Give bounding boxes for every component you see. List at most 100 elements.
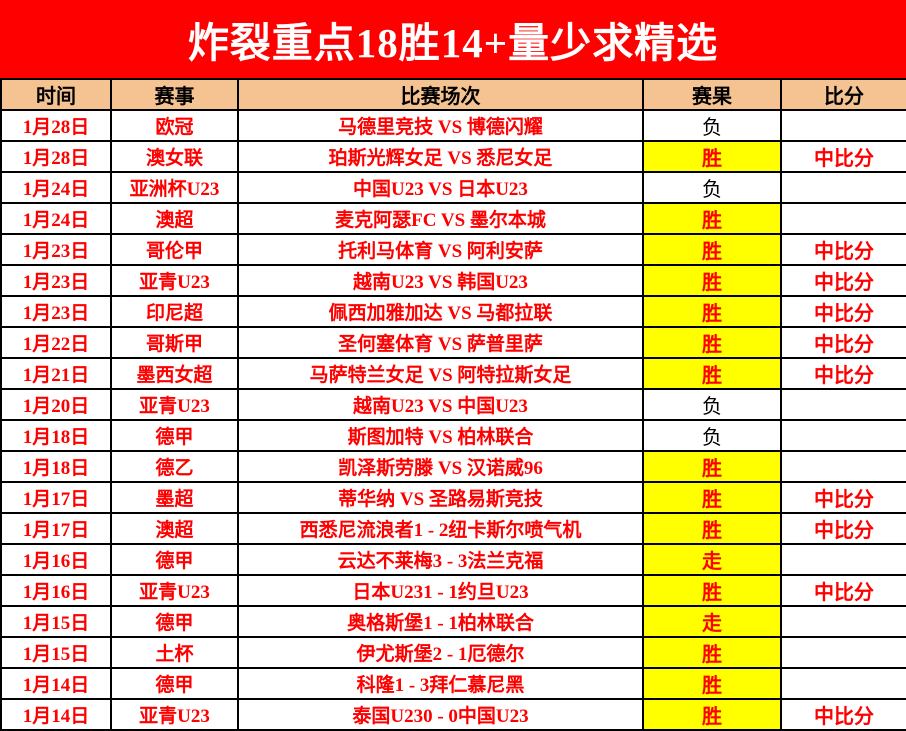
match-cell: 托利马体育 VS 阿利安萨 <box>237 233 644 266</box>
score-cell <box>780 636 906 669</box>
date-cell: 1月23日 <box>0 233 112 266</box>
score-cell: 中比分 <box>780 233 906 266</box>
league-cell: 哥斯甲 <box>110 326 239 359</box>
score-cell <box>780 202 906 235</box>
table-body: 1月28日 欧冠 马德里竞技 VS 博德闪耀 负 1月28日 澳女联 珀斯光辉女… <box>0 109 906 731</box>
col-header-league: 赛事 <box>110 78 239 111</box>
match-cell: 奥格斯堡1 - 1柏林联合 <box>237 605 644 638</box>
league-cell: 德乙 <box>110 450 239 483</box>
table-row: 1月14日 亚青U23 泰国U230 - 0中国U23 胜 中比分 <box>0 698 906 731</box>
table-row: 1月24日 澳超 麦克阿瑟FC VS 墨尔本城 胜 <box>0 202 906 235</box>
col-header-match: 比赛场次 <box>237 78 644 111</box>
result-cell: 胜 <box>642 140 782 173</box>
table-row: 1月23日 哥伦甲 托利马体育 VS 阿利安萨 胜 中比分 <box>0 233 906 266</box>
date-cell: 1月16日 <box>0 543 112 576</box>
table-row: 1月15日 土杯 伊尤斯堡2 - 1厄德尔 胜 <box>0 636 906 669</box>
result-cell: 负 <box>642 419 782 452</box>
result-cell: 胜 <box>642 295 782 328</box>
match-cell: 伊尤斯堡2 - 1厄德尔 <box>237 636 644 669</box>
results-table: 时间 赛事 比赛场次 赛果 比分 1月28日 欧冠 马德里竞技 VS 博德闪耀 … <box>0 78 906 731</box>
score-cell <box>780 419 906 452</box>
date-cell: 1月14日 <box>0 667 112 700</box>
league-cell: 亚青U23 <box>110 388 239 421</box>
page-title: 炸裂重点18胜14+量少求精选 <box>187 20 719 66</box>
league-cell: 澳超 <box>110 202 239 235</box>
league-cell: 亚洲杯U23 <box>110 171 239 204</box>
table-row: 1月28日 澳女联 珀斯光辉女足 VS 悉尼女足 胜 中比分 <box>0 140 906 173</box>
date-cell: 1月18日 <box>0 450 112 483</box>
score-cell: 中比分 <box>780 295 906 328</box>
league-cell: 印尼超 <box>110 295 239 328</box>
league-cell: 墨超 <box>110 481 239 514</box>
league-cell: 德甲 <box>110 605 239 638</box>
table-row: 1月17日 墨超 蒂华纳 VS 圣路易斯竞技 胜 中比分 <box>0 481 906 514</box>
result-cell: 走 <box>642 543 782 576</box>
table-row: 1月18日 德甲 斯图加特 VS 柏林联合 负 <box>0 419 906 452</box>
match-cell: 麦克阿瑟FC VS 墨尔本城 <box>237 202 644 235</box>
score-cell: 中比分 <box>780 140 906 173</box>
match-cell: 马萨特兰女足 VS 阿特拉斯女足 <box>237 357 644 390</box>
league-cell: 澳超 <box>110 512 239 545</box>
result-cell: 胜 <box>642 326 782 359</box>
result-cell: 胜 <box>642 202 782 235</box>
date-cell: 1月15日 <box>0 636 112 669</box>
date-cell: 1月18日 <box>0 419 112 452</box>
result-cell: 负 <box>642 171 782 204</box>
date-cell: 1月17日 <box>0 481 112 514</box>
date-cell: 1月14日 <box>0 698 112 731</box>
result-cell: 胜 <box>642 636 782 669</box>
banner: 炸裂重点18胜14+量少求精选 <box>0 0 906 78</box>
score-cell: 中比分 <box>780 574 906 607</box>
score-cell <box>780 605 906 638</box>
date-cell: 1月24日 <box>0 171 112 204</box>
score-cell: 中比分 <box>780 512 906 545</box>
result-cell: 胜 <box>642 698 782 731</box>
score-cell <box>780 543 906 576</box>
date-cell: 1月20日 <box>0 388 112 421</box>
score-cell: 中比分 <box>780 698 906 731</box>
match-cell: 蒂华纳 VS 圣路易斯竞技 <box>237 481 644 514</box>
result-cell: 胜 <box>642 481 782 514</box>
league-cell: 哥伦甲 <box>110 233 239 266</box>
col-header-result: 赛果 <box>642 78 782 111</box>
result-cell: 胜 <box>642 512 782 545</box>
score-cell <box>780 388 906 421</box>
table-row: 1月18日 德乙 凯泽斯劳滕 VS 汉诺威96 胜 <box>0 450 906 483</box>
result-cell: 胜 <box>642 574 782 607</box>
date-cell: 1月22日 <box>0 326 112 359</box>
table-row: 1月23日 印尼超 佩西加雅加达 VS 马都拉联 胜 中比分 <box>0 295 906 328</box>
match-cell: 珀斯光辉女足 VS 悉尼女足 <box>237 140 644 173</box>
match-cell: 云达不莱梅3 - 3法兰克福 <box>237 543 644 576</box>
table-row: 1月24日 亚洲杯U23 中国U23 VS 日本U23 负 <box>0 171 906 204</box>
score-cell: 中比分 <box>780 481 906 514</box>
league-cell: 亚青U23 <box>110 698 239 731</box>
league-cell: 德甲 <box>110 667 239 700</box>
score-cell <box>780 109 906 142</box>
table-row: 1月16日 德甲 云达不莱梅3 - 3法兰克福 走 <box>0 543 906 576</box>
score-cell: 中比分 <box>780 357 906 390</box>
score-cell <box>780 667 906 700</box>
result-cell: 走 <box>642 605 782 638</box>
result-cell: 胜 <box>642 233 782 266</box>
match-cell: 科隆1 - 3拜仁慕尼黑 <box>237 667 644 700</box>
table-row: 1月17日 澳超 西悉尼流浪者1 - 2纽卡斯尔喷气机 胜 中比分 <box>0 512 906 545</box>
col-header-score: 比分 <box>780 78 906 111</box>
date-cell: 1月17日 <box>0 512 112 545</box>
score-cell: 中比分 <box>780 264 906 297</box>
league-cell: 墨西女超 <box>110 357 239 390</box>
league-cell: 欧冠 <box>110 109 239 142</box>
match-cell: 西悉尼流浪者1 - 2纽卡斯尔喷气机 <box>237 512 644 545</box>
score-cell <box>780 171 906 204</box>
result-cell: 负 <box>642 109 782 142</box>
date-cell: 1月28日 <box>0 140 112 173</box>
league-cell: 土杯 <box>110 636 239 669</box>
col-header-time: 时间 <box>0 78 112 111</box>
match-cell: 佩西加雅加达 VS 马都拉联 <box>237 295 644 328</box>
match-cell: 日本U231 - 1约旦U23 <box>237 574 644 607</box>
match-cell: 马德里竞技 VS 博德闪耀 <box>237 109 644 142</box>
league-cell: 亚青U23 <box>110 264 239 297</box>
league-cell: 澳女联 <box>110 140 239 173</box>
table-row: 1月23日 亚青U23 越南U23 VS 韩国U23 胜 中比分 <box>0 264 906 297</box>
date-cell: 1月15日 <box>0 605 112 638</box>
match-cell: 越南U23 VS 韩国U23 <box>237 264 644 297</box>
